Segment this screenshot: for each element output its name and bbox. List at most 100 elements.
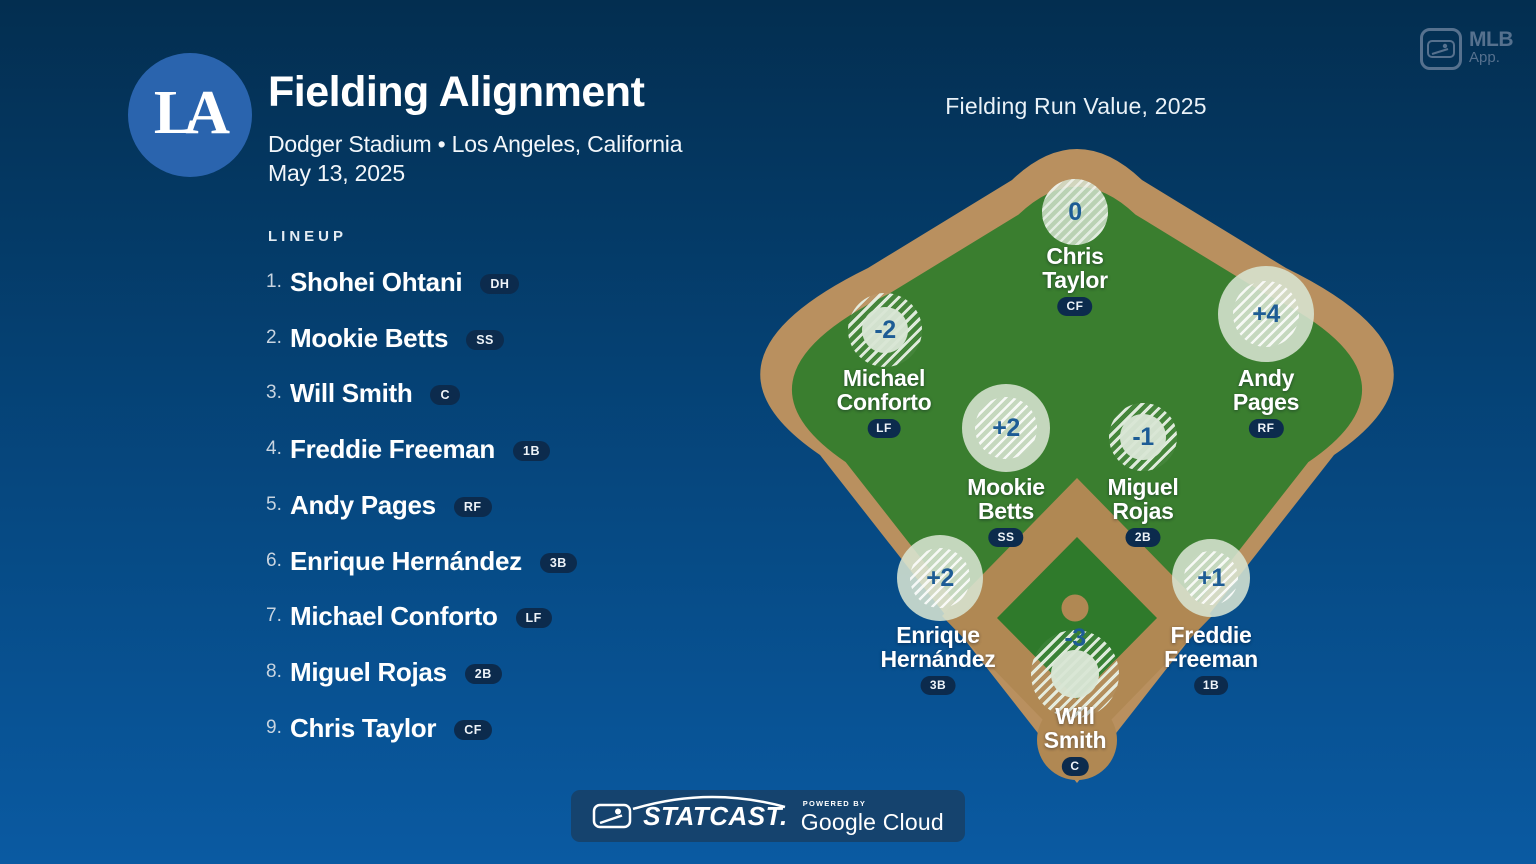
frv-marker-ss: +2 (962, 384, 1050, 472)
frv-marker-cf: 0 (1042, 179, 1108, 245)
lineup-player-name: Enrique Hernández (290, 545, 522, 576)
dodgers-logo-letters: LA (153, 78, 230, 147)
field-chart-title: Fielding Run Value, 2025 (945, 93, 1207, 119)
fielder-last-name: Taylor (1042, 267, 1108, 293)
frv-value-2b: -1 (1132, 422, 1154, 451)
mlb-app-line2: App. (1469, 49, 1500, 66)
statcast-label: STATCAST. (643, 800, 788, 831)
frv-marker-c (1031, 630, 1119, 718)
fielder-last-name: Betts (977, 498, 1034, 524)
frv-hatch-ss (975, 397, 1037, 459)
position-badge: 1B (513, 441, 550, 461)
frv-value-cf: 0 (1068, 197, 1082, 226)
position-badge: LF (515, 608, 552, 628)
lineup-row-7: 7. Michael Conforto LF (266, 599, 552, 633)
dodgers-logo: LA (128, 53, 252, 177)
statcast-wordmark: STATCAST. (632, 795, 788, 832)
google-cloud-label: Google Cloud (800, 809, 944, 835)
frv-core-2b (1120, 414, 1166, 460)
position-badge: SS (466, 330, 504, 350)
fielder-last-name: Rojas (1112, 498, 1174, 524)
mlb-app-line1: MLB (1469, 28, 1514, 51)
lineup-order: 9. (266, 717, 282, 738)
position-badge: CF (1057, 297, 1093, 316)
fielder-last-name: Smith (1043, 727, 1107, 753)
frv-marker-1b: +1 (1172, 539, 1250, 617)
lineup-player-name: Michael Conforto (290, 600, 498, 631)
lineup-row-5: 5. Andy Pages RF (266, 488, 492, 522)
lineup-row-8: 8. Miguel Rojas 2B (266, 655, 502, 689)
lineup-row-9: 9. Chris Taylor CF (266, 711, 492, 745)
fielder-label-cf: Chris Taylor CF (1042, 244, 1108, 316)
lineup-row-6: 6. Enrique Hernández 3B (266, 544, 577, 578)
lineup-heading: LINEUP (268, 228, 348, 245)
statcast-banner: STATCAST. POWERED BY Google Cloud (571, 790, 965, 842)
fielder-last-name: Hernández (880, 646, 996, 672)
frv-marker-lf: -2 (848, 293, 922, 367)
position-badge: 2B (464, 664, 502, 684)
position-badge: 3B (920, 676, 956, 695)
mlb-app-wordmark: MLB App. (1469, 28, 1514, 67)
frv-value-rf: +4 (1252, 299, 1280, 328)
position-badge: RF (453, 497, 492, 517)
fielder-first-name: Will (1055, 703, 1095, 729)
fielder-label-c: Will Smith C (1044, 704, 1106, 776)
lineup-order: 1. (266, 271, 282, 292)
google-cloud-lockup: POWERED BY Google Cloud (800, 799, 944, 835)
lineup-player-name: Mookie Betts (290, 322, 449, 353)
position-badge: RF (1248, 419, 1284, 438)
frv-hatch-cf (1042, 179, 1108, 245)
lineup-order: 5. (266, 494, 282, 515)
mlb-logo-icon (592, 803, 632, 829)
lineup-order: 8. (266, 661, 282, 682)
fielder-first-name: Miguel (1107, 474, 1179, 500)
powered-by-label: POWERED BY (802, 799, 867, 808)
lineup-row-4: 4. Freddie Freeman 1B (266, 432, 550, 466)
frv-core-c (1051, 650, 1099, 698)
lineup-order: 2. (266, 327, 282, 348)
lineup-order: 3. (266, 382, 282, 403)
position-badge: 2B (1125, 528, 1161, 547)
frv-value-3b: +2 (926, 563, 954, 592)
lineup-row-3: 3. Will Smith C (266, 376, 460, 410)
frv-hatch-3b (910, 548, 970, 608)
lineup-player-name: Freddie Freeman (290, 433, 496, 464)
position-badge: DH (480, 274, 520, 294)
venue-line: Dodger Stadium • Los Angeles, California (268, 131, 683, 157)
lineup-player-name: Chris Taylor (290, 712, 437, 743)
frv-value-ss: +2 (992, 413, 1020, 442)
fielder-last-name: Conforto (836, 389, 932, 415)
frv-marker-2b: -1 (1109, 403, 1177, 471)
fielder-last-name: Pages (1232, 389, 1300, 415)
fielder-first-name: Chris (1046, 243, 1104, 269)
page-title: Fielding Alignment (268, 68, 645, 116)
frv-hatch-rf (1233, 281, 1299, 347)
frv-core-lf (862, 307, 908, 353)
mlb-batter-icon (1427, 40, 1455, 58)
lineup-row-1: 1. Shohei Ohtani DH (266, 265, 520, 299)
position-badge: C (1061, 757, 1089, 776)
position-badge: CF (454, 720, 492, 740)
lineup-order: 7. (266, 605, 282, 626)
frv-value-c: -3 (1064, 624, 1086, 652)
fielder-first-name: Michael (842, 365, 926, 391)
page-subtitle: Dodger Stadium • Los Angeles, California… (268, 130, 682, 188)
date-line: May 13, 2025 (268, 160, 405, 186)
fielder-first-name: Mookie (967, 474, 1045, 500)
position-badge: SS (988, 528, 1024, 547)
fielder-first-name: Andy (1237, 365, 1295, 391)
home-plate-dirt (1037, 700, 1117, 780)
fielder-label-lf: Michael Conforto LF (837, 366, 932, 438)
fielder-label-1b: Freddie Freeman 1B (1164, 623, 1258, 695)
lineup-order: 4. (266, 438, 282, 459)
fielder-label-3b: Enrique Hernández 3B (881, 623, 996, 695)
fielder-label-2b: Miguel Rojas 2B (1107, 474, 1179, 547)
lineup-player-name: Miguel Rojas (290, 656, 447, 687)
frv-marker-3b: +2 (897, 535, 983, 621)
frv-value-1b: +1 (1197, 563, 1225, 592)
lineup-player-name: Will Smith (290, 377, 413, 408)
lineup-player-name: Andy Pages (290, 489, 436, 520)
mlb-app-icon (1420, 28, 1462, 70)
frv-hatch-1b (1184, 551, 1238, 605)
position-badge: 1B (1193, 676, 1229, 695)
